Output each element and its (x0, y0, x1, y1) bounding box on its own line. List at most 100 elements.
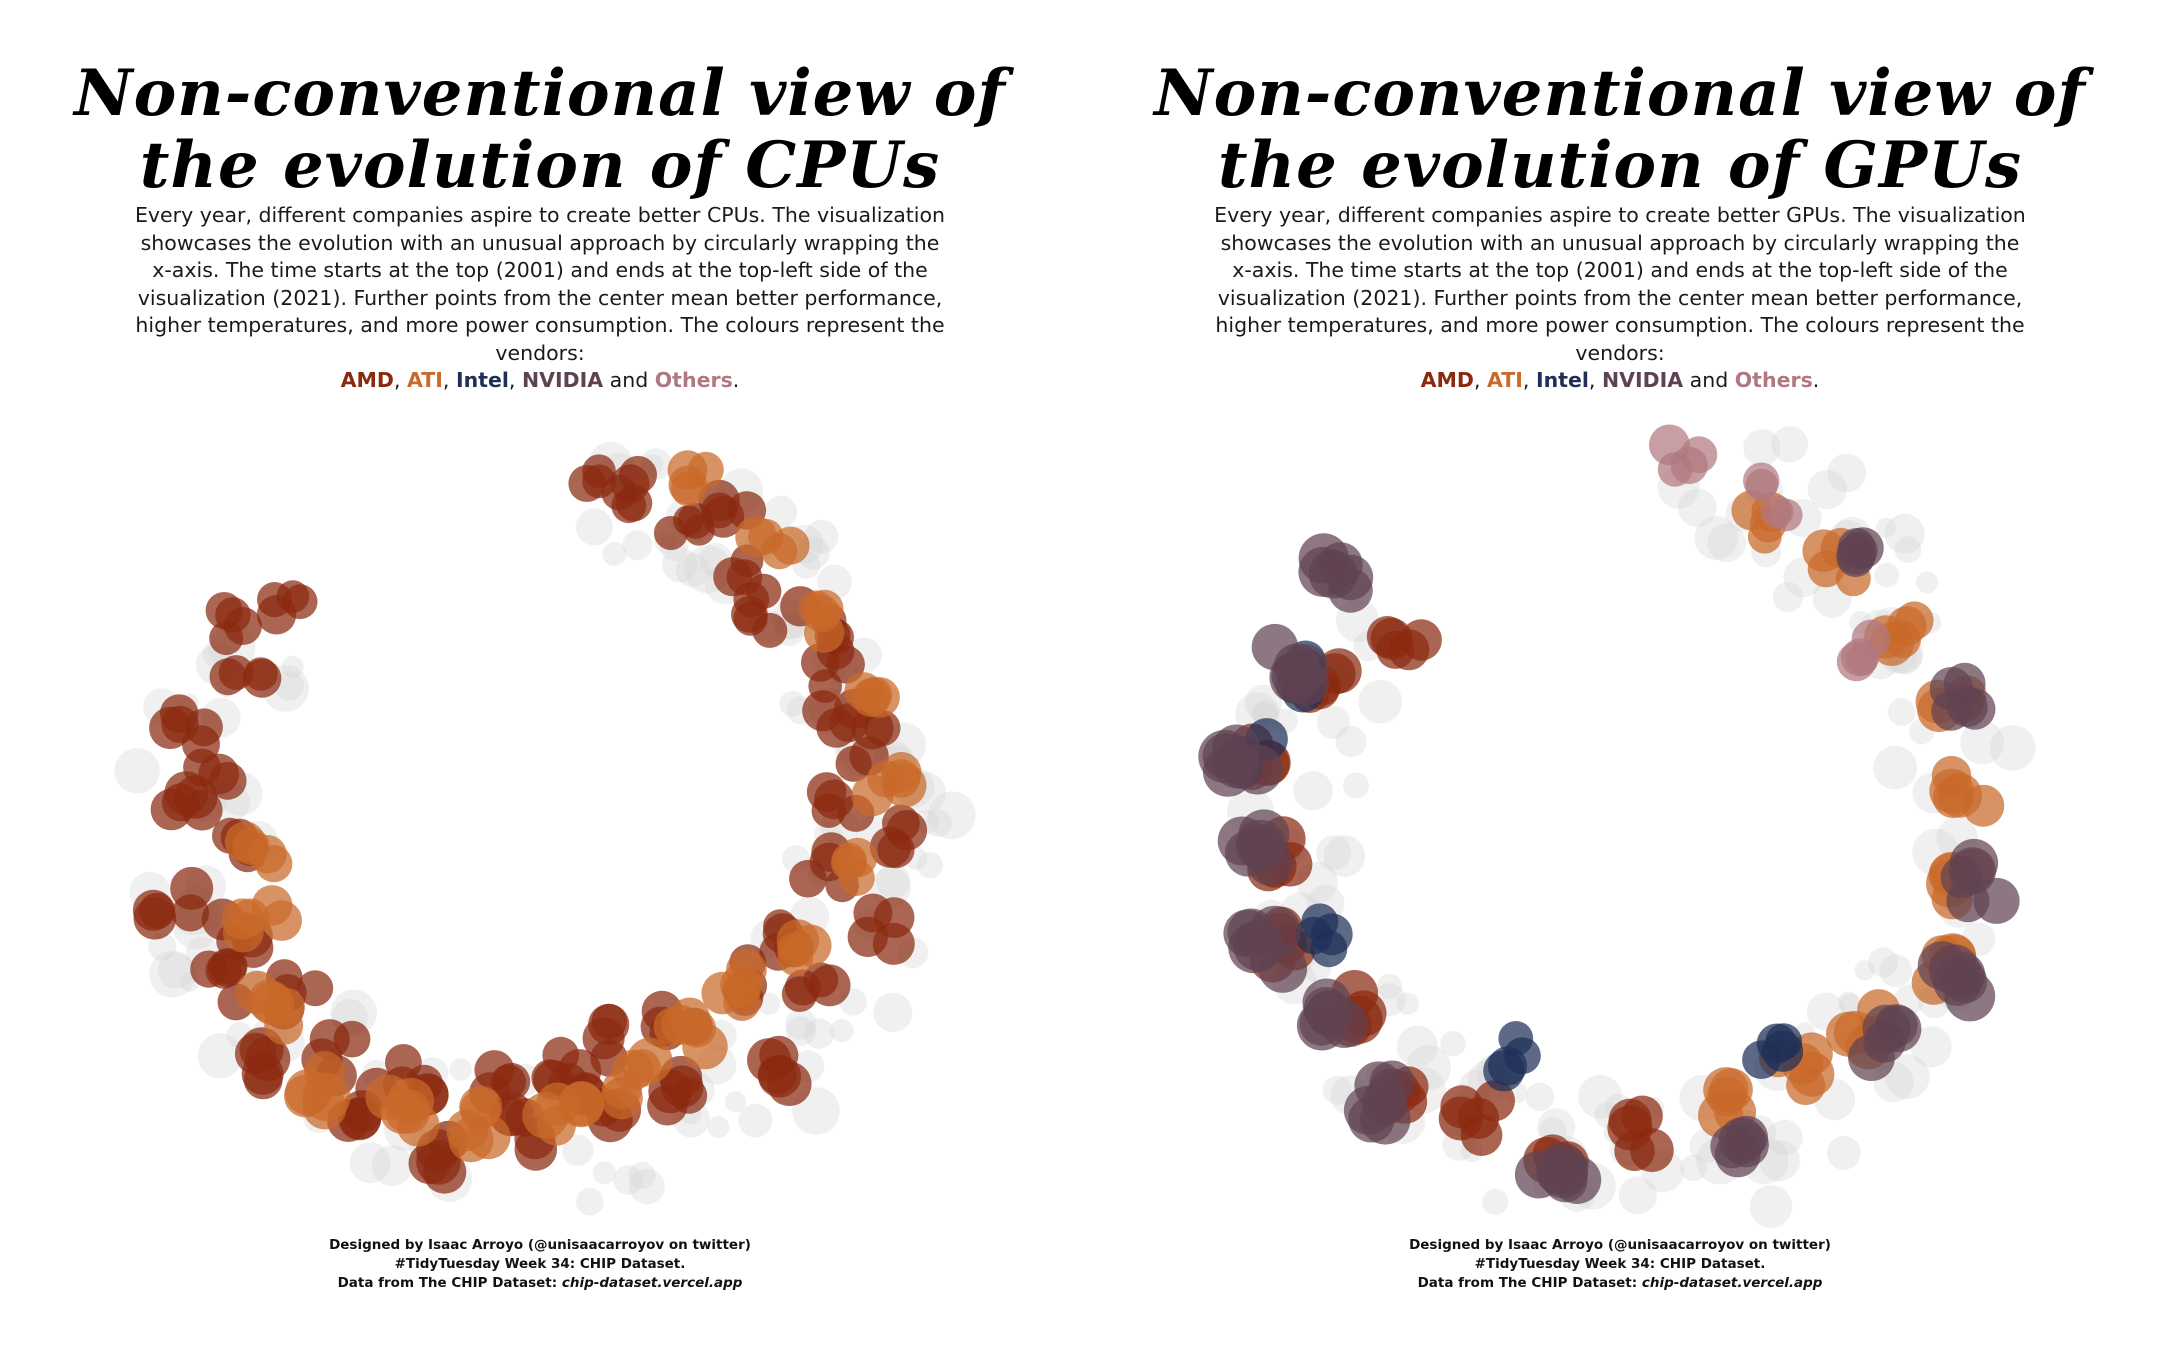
data-point-nvidia (1302, 978, 1352, 1028)
background-point (1960, 720, 2004, 765)
data-point-ati (720, 963, 763, 1007)
background-point (622, 530, 653, 561)
data-point-amd (198, 753, 240, 795)
background-point (1343, 772, 1369, 799)
background-point (1894, 536, 1922, 563)
title-line: Non-conventional view of (74, 56, 1006, 131)
legend-amd: AMD (340, 368, 394, 392)
background-point (562, 1134, 594, 1166)
legend-intel: Intel (1535, 368, 1589, 392)
title-line: the evolution of GPUs (1217, 128, 2023, 203)
background-point (602, 541, 627, 566)
data-point-ati (804, 612, 845, 653)
background-point (1293, 771, 1333, 811)
background-point (613, 1165, 644, 1195)
source-link[interactable]: chip-dataset.vercel.app (1641, 1275, 1823, 1291)
legend-intel: Intel (455, 368, 509, 392)
data-point-intel (1498, 1021, 1534, 1056)
data-point-amd (670, 1077, 708, 1114)
background-point (875, 864, 911, 899)
background-point (804, 519, 839, 554)
data-point-ati (855, 676, 893, 714)
data-point-amd (542, 1036, 579, 1074)
background-point (281, 655, 304, 678)
cpu-scatter-chart (0, 420, 1080, 1240)
caption-source: Data from The CHIP Dataset: chip-dataset… (1417, 1275, 1823, 1291)
background-point (738, 1103, 773, 1138)
data-point-amd (826, 645, 865, 684)
source-link[interactable]: chip-dataset.vercel.app (561, 1275, 743, 1291)
background-point (372, 1145, 413, 1186)
page-title: Non-conventional view of the evolution o… (0, 58, 1080, 202)
data-point-amd (835, 745, 872, 782)
background-point (1323, 835, 1366, 877)
background-point (873, 992, 913, 1032)
data-point-ati (558, 1082, 605, 1128)
background-point (1335, 725, 1367, 758)
background-point (1868, 947, 1899, 978)
subtitle: Every year, different companies aspire t… (1214, 203, 2026, 392)
background-point (1885, 1054, 1930, 1099)
data-point-nvidia (1940, 952, 1986, 997)
background-point (349, 1142, 391, 1184)
legend-nvidia: NVIDIA (521, 368, 604, 392)
background-point (628, 1161, 656, 1189)
background-point (765, 495, 798, 528)
data-point-amd (808, 964, 851, 1007)
background-point (1854, 960, 1875, 981)
background-point (1827, 453, 1866, 493)
data-point-ati (748, 518, 784, 555)
background-point (197, 1033, 243, 1079)
data-point-nvidia (1947, 686, 1988, 728)
background-point (449, 1058, 472, 1081)
background-point (1322, 1075, 1352, 1105)
caption-source: Data from The CHIP Dataset: chip-dataset… (337, 1275, 743, 1291)
background-point (1910, 1026, 1952, 1068)
background-point (707, 1116, 730, 1139)
background-point (1839, 993, 1862, 1016)
background-point (1440, 1030, 1466, 1057)
data-point-ati (1807, 550, 1845, 588)
data-point-amd (784, 969, 821, 1006)
data-point-others (1657, 452, 1693, 487)
data-point-amd (245, 1036, 291, 1082)
background-point (924, 809, 952, 837)
background-point (1749, 1185, 1793, 1228)
data-point-amd (190, 950, 228, 988)
background-point (149, 950, 197, 998)
background-point (1316, 705, 1350, 739)
data-point-ati (688, 451, 724, 488)
background-point (1873, 745, 1918, 790)
data-point-amd (416, 1140, 461, 1185)
background-point (1876, 517, 1896, 538)
data-point-ati (831, 845, 867, 881)
background-point (1376, 973, 1403, 1000)
background-point (592, 1161, 617, 1185)
background-point (1771, 426, 1808, 463)
background-point (629, 1168, 665, 1205)
background-point (830, 1018, 854, 1043)
background-point (576, 1188, 604, 1216)
background-point (1743, 429, 1781, 467)
data-point-amd (1608, 1098, 1652, 1142)
data-point-nvidia (1238, 809, 1290, 861)
background-point (274, 670, 305, 701)
data-point-nvidia (1948, 847, 1996, 895)
background-point (1707, 523, 1746, 563)
data-point-others (1743, 462, 1780, 499)
background-point (1884, 513, 1925, 554)
background-point (1916, 571, 1938, 594)
gpu-scatter-svg (1198, 424, 2036, 1228)
background-point (1826, 1136, 1861, 1170)
data-point-nvidia (1543, 1158, 1588, 1203)
background-point (779, 690, 806, 717)
data-point-amd (802, 690, 844, 732)
legend-others: Others (654, 368, 733, 392)
background-point (1772, 581, 1804, 613)
data-point-ati (881, 759, 921, 798)
page-title: Non-conventional view of the evolution o… (1080, 58, 2160, 202)
legend-and: and (1689, 368, 1729, 392)
data-point-amd (209, 621, 244, 656)
background-point (148, 932, 177, 961)
data-point-nvidia (1838, 528, 1876, 566)
